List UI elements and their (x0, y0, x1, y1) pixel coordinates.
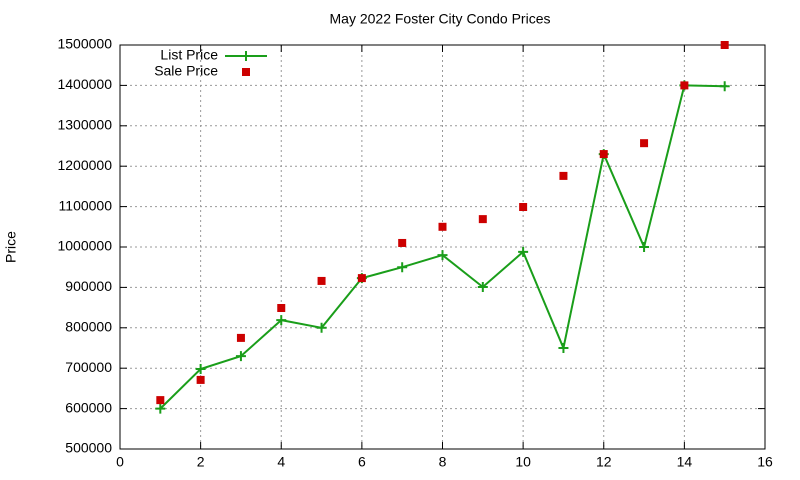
data-point (155, 403, 166, 414)
legend-label: Sale Price (154, 63, 218, 79)
x-tick-label: 16 (757, 454, 773, 470)
y-tick-label: 900000 (65, 278, 112, 294)
data-point (277, 304, 286, 313)
y-tick-label: 1100000 (59, 197, 113, 213)
data-point (397, 262, 408, 273)
data-point (639, 242, 650, 252)
legend-label: List Price (160, 47, 218, 63)
data-point (558, 343, 569, 353)
data-point (438, 222, 447, 231)
chart-title: May 2022 Foster City Condo Prices (330, 11, 551, 27)
data-point (316, 322, 327, 333)
y-tick-label: 800000 (65, 319, 112, 335)
data-point (518, 246, 529, 257)
x-tick-label: 12 (596, 454, 612, 470)
legend-marker (242, 68, 250, 76)
y-tick-label: 1400000 (57, 76, 112, 92)
data-point (236, 333, 245, 342)
x-tick-label: 2 (197, 454, 205, 470)
y-tick-label: 1300000 (57, 117, 112, 133)
data-point (640, 139, 649, 148)
x-tick-label: 10 (515, 454, 531, 470)
data-point (680, 81, 689, 90)
x-tick-label: 14 (677, 454, 693, 470)
data-point (719, 81, 730, 92)
data-point (437, 250, 448, 261)
data-point (195, 364, 206, 375)
data-point (235, 351, 246, 362)
y-tick-label: 500000 (65, 440, 112, 456)
data-point (156, 396, 165, 405)
data-point (599, 150, 608, 159)
data-point (276, 315, 287, 326)
x-tick-label: 6 (358, 454, 366, 470)
x-tick-label: 4 (277, 454, 285, 470)
data-point (478, 215, 487, 224)
data-point (559, 171, 568, 180)
y-tick-label: 1500000 (57, 36, 112, 52)
x-tick-label: 0 (116, 454, 124, 470)
data-point (357, 274, 366, 283)
y-tick-label: 700000 (65, 359, 112, 375)
data-point (317, 276, 326, 285)
plot-border (119, 44, 766, 450)
y-tick-label: 600000 (65, 399, 112, 415)
y-tick-label: 1200000 (57, 157, 112, 173)
data-point (196, 375, 205, 384)
x-tick-label: 8 (439, 454, 447, 470)
data-point (477, 281, 488, 292)
data-point (398, 238, 407, 247)
legend-marker (241, 51, 251, 61)
data-point (519, 203, 528, 212)
y-axis-label: Price (3, 231, 19, 263)
y-tick-label: 1000000 (57, 238, 112, 254)
data-point (720, 41, 729, 49)
